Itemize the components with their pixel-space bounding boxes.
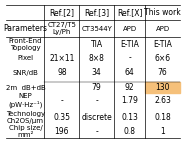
Text: 1.79: 1.79 — [121, 96, 138, 105]
Text: 0.8: 0.8 — [123, 127, 136, 136]
Text: 64: 64 — [125, 68, 135, 77]
Text: CT3544Y: CT3544Y — [81, 26, 112, 32]
Text: discrete: discrete — [81, 113, 112, 122]
Text: SNR/dB: SNR/dB — [13, 70, 38, 76]
Text: -: - — [95, 127, 98, 136]
Text: Pixel: Pixel — [17, 55, 33, 61]
Text: APD: APD — [155, 26, 170, 32]
Text: 8×8: 8×8 — [89, 54, 105, 63]
Text: 196: 196 — [55, 127, 69, 136]
Text: -: - — [95, 96, 98, 105]
Text: Parameters: Parameters — [3, 24, 47, 33]
Text: 0.13: 0.13 — [121, 113, 138, 122]
Text: Technology
Ch2OS/μm: Technology Ch2OS/μm — [6, 111, 45, 124]
Text: NEP
(pW·Hz⁻¹): NEP (pW·Hz⁻¹) — [8, 93, 43, 108]
Text: 0.35: 0.35 — [53, 113, 70, 122]
Bar — [145, 82, 180, 93]
Text: E-TIA: E-TIA — [153, 40, 172, 49]
Text: APD: APD — [123, 26, 137, 32]
Text: 92: 92 — [125, 83, 134, 92]
Text: 2.63: 2.63 — [154, 96, 171, 105]
Text: 6×6: 6×6 — [154, 54, 171, 63]
Text: This work: This work — [144, 8, 181, 17]
Text: 98: 98 — [57, 68, 67, 77]
Text: Chip size/
mm²: Chip size/ mm² — [8, 125, 42, 138]
Text: Front-End
Topology: Front-End Topology — [9, 38, 42, 51]
Text: 1: 1 — [160, 127, 165, 136]
Text: -: - — [61, 96, 63, 105]
Text: 21×11: 21×11 — [49, 54, 75, 63]
Text: E-TIA: E-TIA — [120, 40, 139, 49]
Text: 0.18: 0.18 — [154, 113, 171, 122]
Text: 76: 76 — [158, 68, 167, 77]
Text: 130: 130 — [155, 83, 170, 92]
Text: Ref.[X]: Ref.[X] — [117, 8, 142, 17]
Text: CT27/T5
Ly/Ph: CT27/T5 Ly/Ph — [47, 22, 76, 35]
Text: 34: 34 — [92, 68, 101, 77]
Text: 79: 79 — [92, 83, 101, 92]
Text: 2m  dB+dB: 2m dB+dB — [6, 85, 45, 91]
Text: -: - — [128, 54, 131, 63]
Text: TIA: TIA — [91, 40, 103, 49]
Text: Ref.[2]: Ref.[2] — [49, 8, 74, 17]
Text: Ref.[3]: Ref.[3] — [84, 8, 109, 17]
